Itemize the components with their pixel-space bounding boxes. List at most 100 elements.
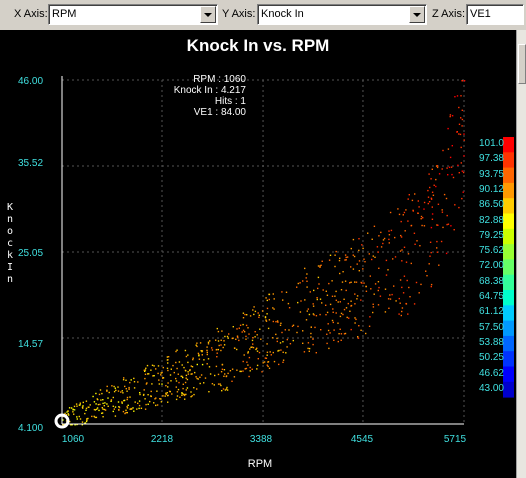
scatter-point xyxy=(130,407,132,410)
scatter-point xyxy=(118,406,120,408)
scatter-point xyxy=(147,373,149,375)
scatter-point xyxy=(299,311,302,313)
scatter-point xyxy=(354,317,356,319)
scatter-point xyxy=(411,199,414,202)
scatter-point xyxy=(164,395,166,397)
legend-color-swatch xyxy=(503,274,514,291)
vertical-scrollbar[interactable] xyxy=(516,30,526,478)
y-axis-select[interactable]: Knock In xyxy=(257,4,427,25)
scatter-point xyxy=(181,364,183,366)
scatter-point xyxy=(158,383,160,385)
scatter-chart[interactable] xyxy=(0,30,516,478)
scatter-point xyxy=(456,95,459,97)
scatter-point xyxy=(309,291,311,293)
scatter-point xyxy=(389,298,392,300)
scatter-point xyxy=(282,341,284,343)
scatter-point xyxy=(302,330,304,332)
scatter-point xyxy=(102,408,104,410)
y-axis-dropdown-button[interactable] xyxy=(409,6,425,23)
scatter-point xyxy=(112,405,114,407)
scatter-point xyxy=(76,405,78,407)
x-axis-select[interactable]: RPM xyxy=(48,4,218,25)
scatter-point xyxy=(347,302,349,305)
scatter-point xyxy=(101,407,103,409)
scatter-point xyxy=(286,338,288,341)
x-axis-dropdown-button[interactable] xyxy=(200,6,216,23)
scatter-point xyxy=(326,311,329,314)
scatter-point xyxy=(282,299,284,301)
scatter-point xyxy=(441,211,444,213)
scatter-point xyxy=(372,255,374,257)
scatter-point xyxy=(392,258,394,260)
scatter-point xyxy=(144,398,146,400)
scatter-point xyxy=(404,230,406,232)
scatter-point xyxy=(430,198,433,200)
scatter-point xyxy=(123,399,125,402)
scatter-point xyxy=(266,343,268,345)
scatter-point xyxy=(253,306,255,308)
scatter-point xyxy=(144,373,147,375)
scrollbar-thumb[interactable] xyxy=(518,44,526,84)
scatter-point xyxy=(166,367,169,369)
scatter-point xyxy=(223,369,226,371)
scatter-point xyxy=(285,352,287,354)
x-tick-label: 4545 xyxy=(350,434,374,445)
scatter-point xyxy=(429,255,431,257)
scatter-point xyxy=(258,351,261,354)
scatter-point xyxy=(420,218,422,220)
scatter-point xyxy=(159,398,161,400)
scatter-point xyxy=(340,333,343,335)
scatter-point xyxy=(113,390,116,393)
scatter-point xyxy=(268,367,271,369)
scatter-point xyxy=(335,299,337,301)
scatter-point xyxy=(454,96,456,98)
scatter-point xyxy=(196,377,198,380)
scatter-point xyxy=(127,404,129,406)
scatter-point xyxy=(167,386,169,388)
scatter-point xyxy=(362,268,364,270)
scatter-point xyxy=(154,398,156,400)
scatter-point xyxy=(387,298,390,300)
scatter-point xyxy=(247,352,249,354)
scatter-point xyxy=(68,414,70,416)
scatter-point xyxy=(261,371,263,373)
scatter-point xyxy=(156,404,159,406)
scatter-point xyxy=(273,360,276,363)
scatter-plot-panel[interactable] xyxy=(0,30,516,478)
scatter-point xyxy=(416,240,418,242)
scatter-point xyxy=(129,396,131,398)
scatter-point xyxy=(217,330,220,333)
scatter-point xyxy=(358,270,360,272)
scatter-point xyxy=(394,256,397,258)
scatter-point xyxy=(228,333,230,335)
axis-selector-toolbar: X Axis: RPM Y Axis: Knock In Z Axis: VE1 xyxy=(0,0,526,31)
scatter-point xyxy=(339,272,341,275)
scatter-point xyxy=(350,247,352,250)
legend-label: 72.00 xyxy=(478,260,504,272)
scatter-point xyxy=(372,303,374,305)
scatter-point xyxy=(193,387,195,389)
scatter-point xyxy=(133,377,135,380)
scatter-point xyxy=(86,419,88,421)
color-legend xyxy=(503,137,514,398)
scatter-point xyxy=(365,285,367,288)
scatter-point xyxy=(96,398,98,400)
scatter-point xyxy=(242,360,244,363)
scatter-point xyxy=(344,259,346,261)
scatter-point xyxy=(428,201,431,203)
scatter-point xyxy=(374,256,376,258)
scatter-point xyxy=(436,251,439,253)
scatter-point xyxy=(217,373,220,376)
scatter-point xyxy=(117,386,119,388)
scatter-point xyxy=(160,401,163,403)
z-axis-select[interactable]: VE1 xyxy=(466,4,524,25)
scatter-point xyxy=(153,402,155,404)
scatter-point xyxy=(184,398,186,400)
selected-point-marker[interactable] xyxy=(54,413,70,429)
scatter-point xyxy=(378,267,380,269)
scatter-point xyxy=(449,156,452,159)
scatter-point xyxy=(146,364,149,367)
scatter-point xyxy=(448,166,451,168)
scatter-point xyxy=(128,386,130,389)
scatter-point xyxy=(217,348,219,351)
